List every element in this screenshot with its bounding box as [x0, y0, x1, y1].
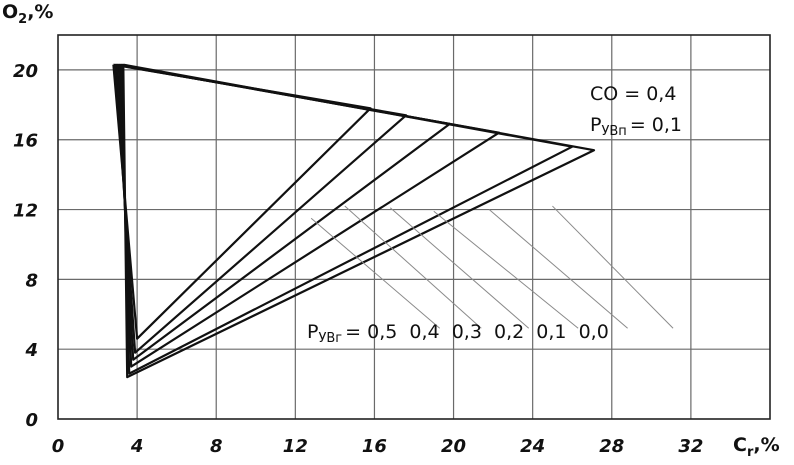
pyvn-annotation: PУВп = 0,1	[590, 114, 682, 139]
y-tick-label: 4	[24, 340, 38, 361]
x-axis-title-main: C	[733, 434, 747, 456]
pyvr-label: P	[307, 321, 318, 343]
series-line-0-3	[116, 63, 451, 361]
x-axis-title: Cr,%	[733, 434, 780, 460]
y-axis-title-sub: 2	[18, 12, 27, 27]
series-group	[112, 63, 596, 379]
x-tick-label: 0	[52, 436, 65, 457]
co-value: = 0,4	[624, 83, 676, 105]
x-tick-label: 24	[520, 436, 545, 457]
leader-line-0-3	[389, 207, 530, 329]
plot-frame	[57, 34, 771, 420]
leader-line-0-5	[310, 217, 441, 329]
y-tick-labels: 0 4 8 12 16 20	[13, 61, 38, 431]
pyvr-annotation: PУВг = 0,5 0,4 0,3 0,2 0,1 0,0	[307, 321, 609, 346]
x-tick-label: 8	[210, 436, 223, 457]
leader-lines	[310, 205, 674, 329]
leader-line-0-4	[344, 205, 482, 329]
pyvn-value: = 0,1	[630, 114, 682, 136]
y-tick-label: 8	[25, 270, 38, 291]
x-tick-label: 20	[441, 436, 466, 457]
x-tick-label: 4	[130, 436, 144, 457]
pyvn-sub: УВп	[601, 124, 626, 139]
y-axis-title: O2,%	[2, 1, 53, 27]
y-axis-title-main: O	[2, 1, 18, 23]
y-tick-label: 20	[13, 61, 38, 82]
y-tick-label: 12	[13, 201, 38, 222]
series-line-0-5	[112, 63, 372, 340]
leader-line-0-1	[488, 209, 628, 329]
leader-line-0-2	[433, 210, 579, 329]
y-axis-title-unit: ,%	[27, 1, 53, 23]
pyvn-label: P	[590, 114, 601, 136]
x-tick-label: 12	[283, 436, 308, 457]
co-annotation: CO = 0,4	[590, 83, 676, 105]
pyvr-values: = 0,5 0,4 0,3 0,2 0,1 0,0	[345, 321, 609, 343]
pyvr-sub: УВг	[318, 331, 342, 346]
series-line-0-0	[122, 63, 596, 379]
x-tick-label: 32	[678, 436, 703, 457]
leader-line-0-0	[552, 205, 674, 329]
y-tick-label: 16	[13, 131, 38, 152]
x-axis-title-unit: ,%	[753, 434, 779, 456]
x-tick-label: 28	[599, 436, 624, 457]
x-tick-labels: 0 4 8 12 16 20 24 28 32	[52, 436, 704, 457]
x-tick-label: 16	[362, 436, 387, 457]
co-label: CO	[590, 83, 618, 105]
y-tick-label: 0	[25, 410, 38, 431]
x-axis-title-sub: r	[747, 445, 754, 460]
